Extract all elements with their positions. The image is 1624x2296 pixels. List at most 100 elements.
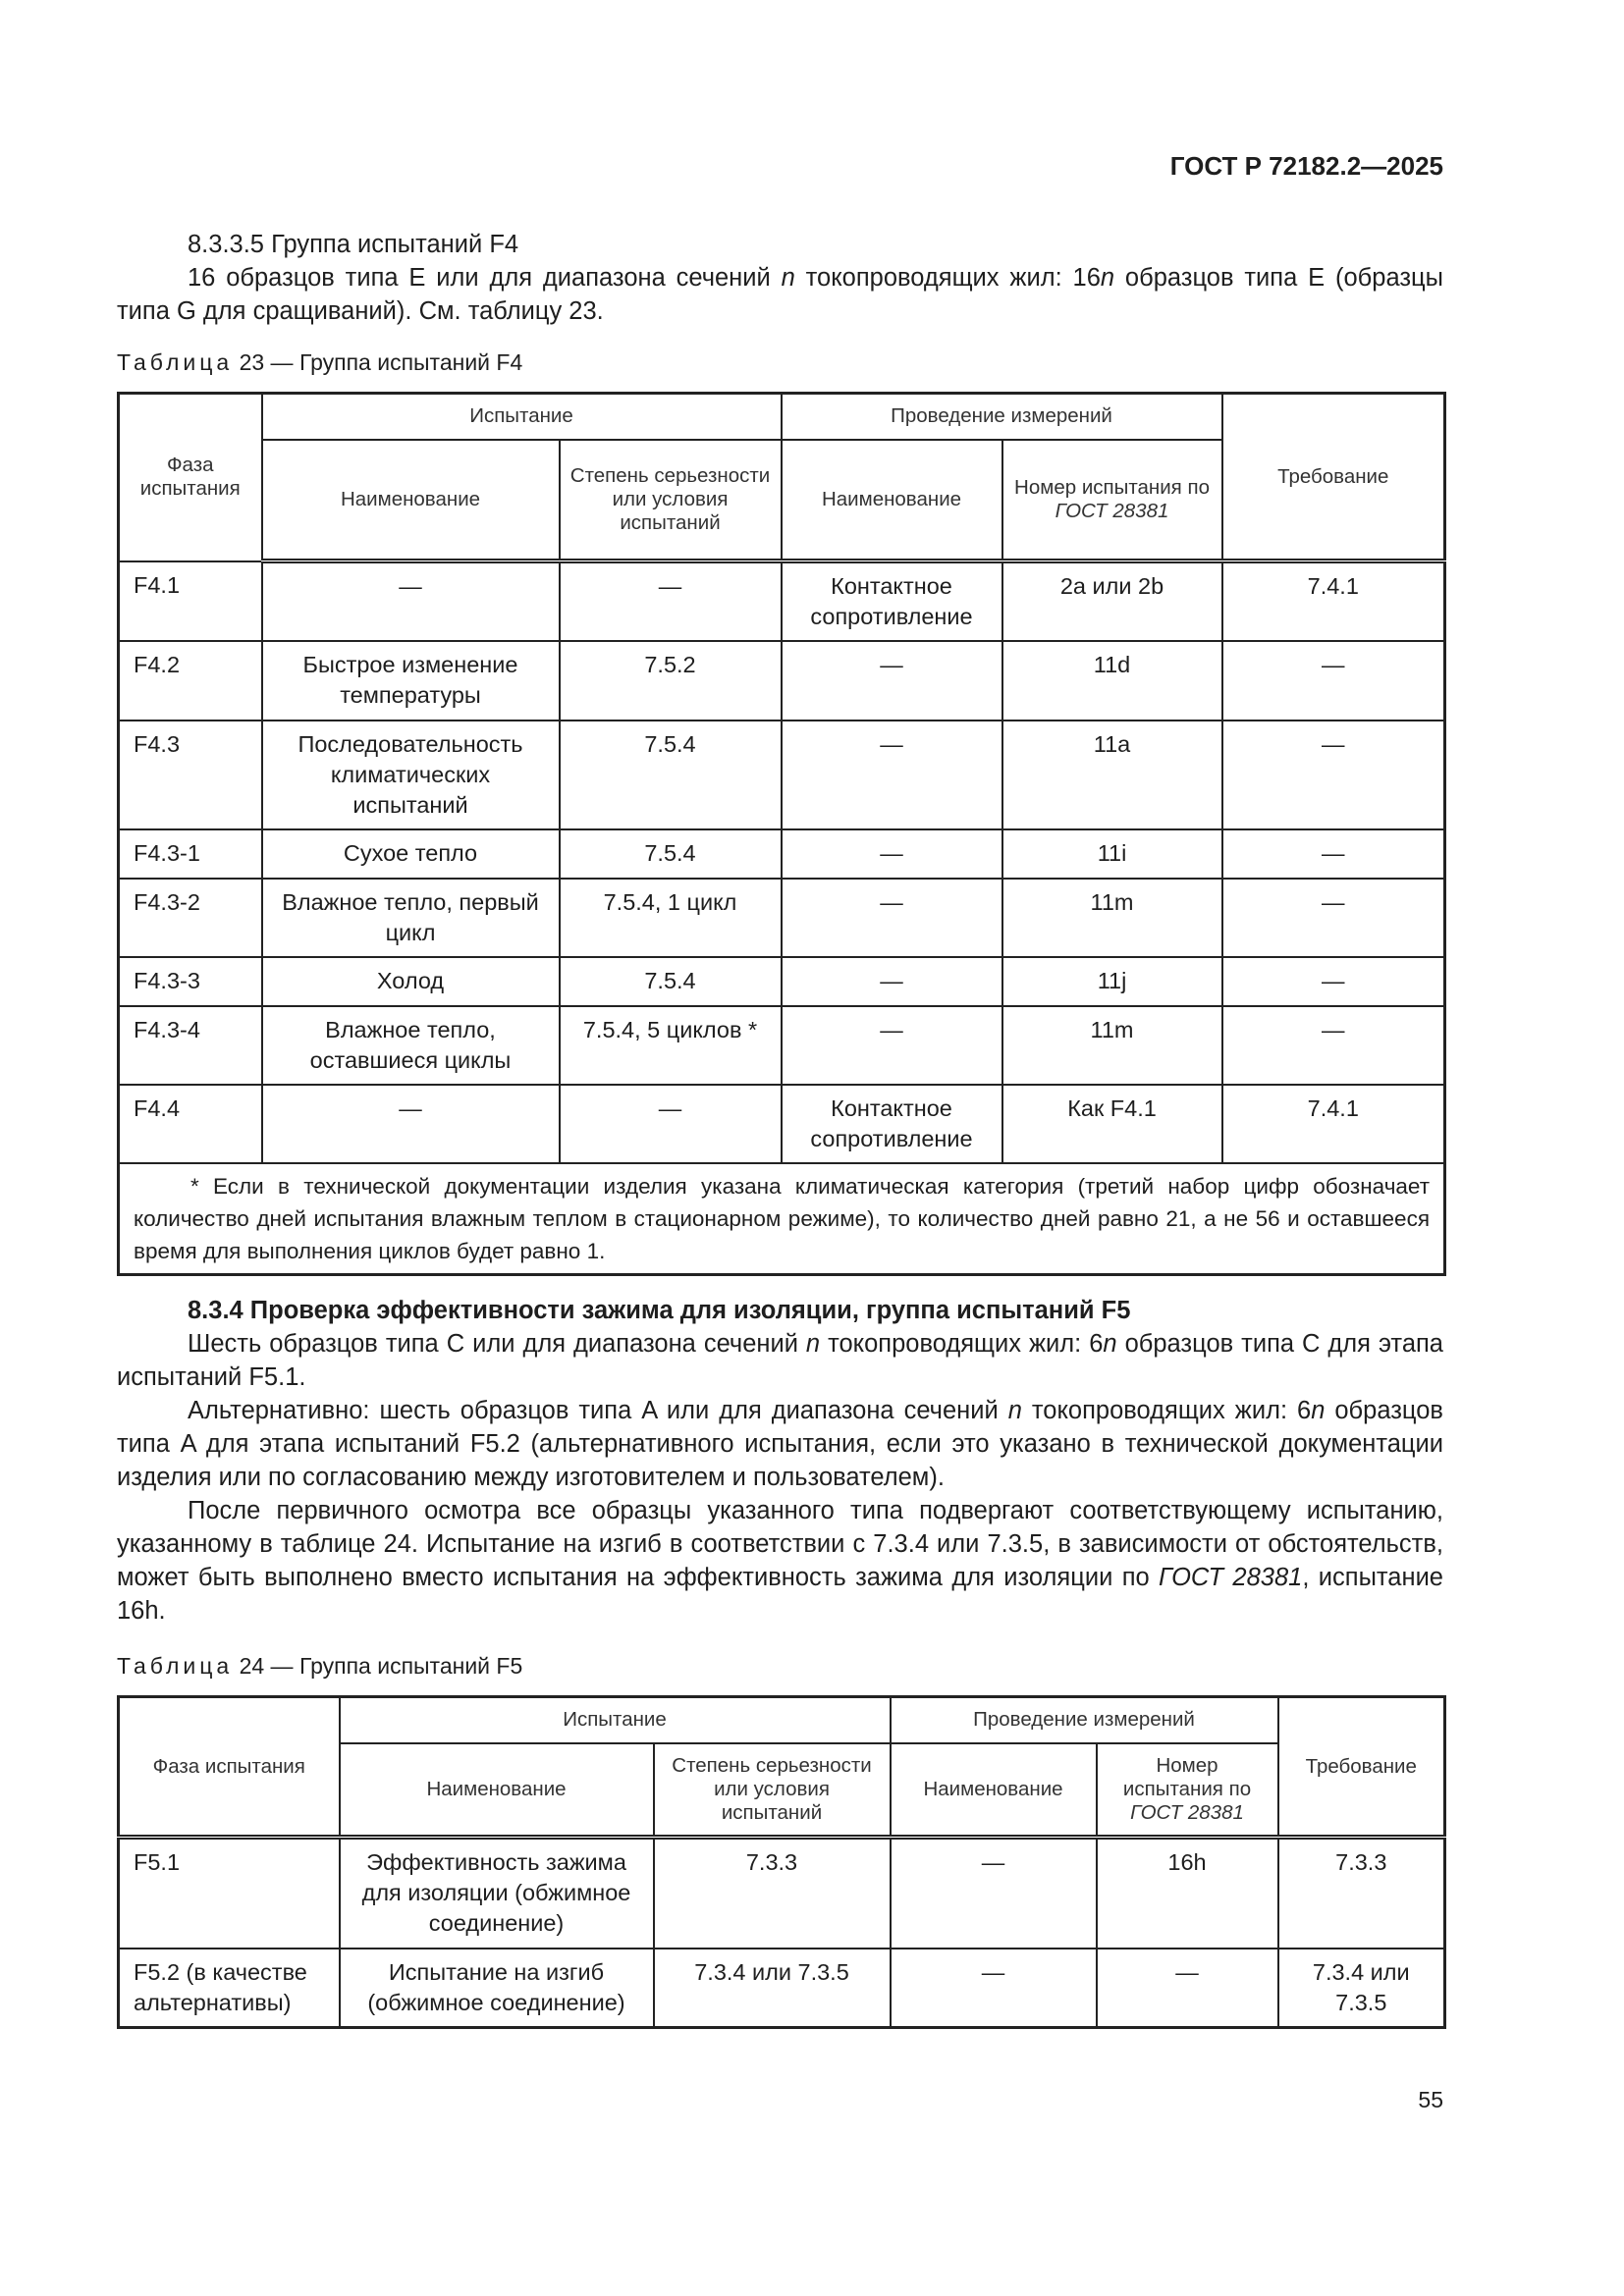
header-mname: Наименование <box>889 1741 1098 1840</box>
header-severity: Степень серьезности или условия испытани… <box>652 1741 892 1840</box>
table-cell: Холод <box>260 956 561 1007</box>
section-8-3-4: 8.3.4 Проверка эффективности зажима для … <box>117 1294 1443 1628</box>
table-cell: 11j <box>1001 956 1223 1007</box>
table-cell: 7.5.2 <box>558 640 783 721</box>
table-cell: 11m <box>1001 1005 1223 1086</box>
header-measure: Проведение измерений <box>780 392 1223 441</box>
table-cell: Влажное тепло, первый цикл <box>260 878 561 958</box>
table-cell: 7.3.4 или 7.3.5 <box>1276 1947 1446 2029</box>
table-cell: — <box>889 1836 1098 1949</box>
table-cell: — <box>889 1947 1098 2029</box>
table-row: F4.3 Последовательность климатических исп… <box>117 720 1446 830</box>
document-code: ГОСТ Р 72182.2—2025 <box>1169 151 1443 181</box>
header-number: Номер испытания по ГОСТ 28381 <box>1095 1741 1279 1840</box>
table-24-caption: Таблица 24 — Группа испытаний F5 <box>117 1653 523 1679</box>
header-severity: Степень серьезности или условия испытани… <box>558 438 783 563</box>
header-measure: Проведение измерений <box>889 1695 1279 1744</box>
table-cell: — <box>1220 828 1446 880</box>
table-cell: — <box>780 720 1003 830</box>
table-cell: — <box>780 956 1003 1007</box>
table-cell: — <box>558 1084 783 1164</box>
table-cell: — <box>1220 1005 1446 1086</box>
table-row: F4.3-2 Влажное тепло, первый цикл 7.5.4, 1… <box>117 878 1446 958</box>
table-cell: F4.3-3 <box>117 956 263 1007</box>
table-cell: 11d <box>1001 640 1223 721</box>
paragraph: 16 образцов типа E или для диапазона сеч… <box>117 264 1443 325</box>
table-cell: F4.3-1 <box>117 828 263 880</box>
table-cell: Последовательность климатических испытан… <box>260 720 561 830</box>
section-title: 8.3.4 Проверка эффективности зажима для … <box>188 1297 1131 1324</box>
table-cell: 7.3.3 <box>1276 1836 1446 1949</box>
header-phase: Фаза испытания <box>117 392 263 562</box>
table-cell: — <box>780 640 1003 721</box>
header-name: Наименование <box>338 1741 655 1840</box>
table-cell: 11m <box>1001 878 1223 958</box>
table-cell: — <box>1220 640 1446 721</box>
table-cell: Контактное сопротивление <box>780 1084 1003 1164</box>
table-cell: 11a <box>1001 720 1223 830</box>
table-23: Фаза испытания Испытание Проведение изме… <box>117 392 1447 1276</box>
table-cell: Контактное сопротивление <box>780 560 1003 642</box>
section-8-3-3-5: 8.3.3.5 Группа испытаний F4 16 образцов … <box>117 228 1443 328</box>
header-number: Номер испытания по ГОСТ 28381 <box>1001 438 1223 563</box>
table-cell: 7.4.1 <box>1220 1084 1446 1164</box>
table-row: F4.3-1 Сухое тепло 7.5.4—11i — <box>117 828 1446 880</box>
table-row: F5.2 (в качестве альтернативы) Испытание … <box>117 1947 1446 2029</box>
table-cell: — <box>260 560 561 642</box>
table-cell: Быстрое изменение температуры <box>260 640 561 721</box>
table-cell: 16h <box>1095 1836 1279 1949</box>
header-requirement: Требование <box>1220 392 1446 563</box>
paragraph: Альтернативно: шесть образцов типа A или… <box>117 1397 1443 1491</box>
table-cell: — <box>1220 720 1446 830</box>
table-row: F4.3-4 Влажное тепло, оставшиеся циклы 7.5… <box>117 1005 1446 1086</box>
table-cell: 7.5.4, 5 циклов * <box>558 1005 783 1086</box>
table-cell: F4.1 <box>117 560 263 642</box>
header-requirement: Требование <box>1276 1695 1446 1840</box>
table-cell: 7.5.4 <box>558 720 783 830</box>
page-number: 55 <box>1418 2087 1443 2112</box>
table-cell: 7.3.3 <box>652 1836 892 1949</box>
table-row: F4.2 Быстрое изменение температуры 7.5.2—1… <box>117 640 1446 721</box>
table-24: Фаза испытания Испытание Проведение изме… <box>117 1695 1447 2029</box>
table-row: F4.3-3 Холод 7.5.4—11j — <box>117 956 1446 1007</box>
table-cell: 7.3.4 или 7.3.5 <box>652 1947 892 2029</box>
table-cell: — <box>1220 878 1446 958</box>
table-cell: 2a или 2b <box>1001 560 1223 642</box>
table-cell: F4.3-2 <box>117 878 263 958</box>
header-name: Наименование <box>260 438 561 563</box>
paragraph: Шесть образцов типа C или для диапазона … <box>117 1330 1443 1391</box>
table-23-footnote: * Если в технической документации издели… <box>117 1162 1446 1276</box>
table-cell: 7.5.4 <box>558 956 783 1007</box>
table-cell: F4.2 <box>117 640 263 721</box>
section-title: 8.3.3.5 Группа испытаний F4 <box>188 231 519 258</box>
paragraph: После первичного осмотра все образцы ука… <box>117 1497 1443 1625</box>
header-mname: Наименование <box>780 438 1003 563</box>
table-cell: F4.3 <box>117 720 263 830</box>
table-23-caption: Таблица 23 — Группа испытаний F4 <box>117 349 523 375</box>
table-cell: Сухое тепло <box>260 828 561 880</box>
table-cell: 11i <box>1001 828 1223 880</box>
table-cell: Эффективность зажима для изоляции (обжим… <box>338 1836 655 1949</box>
table-cell: — <box>260 1084 561 1164</box>
table-cell: Влажное тепло, оставшиеся циклы <box>260 1005 561 1086</box>
table-cell: — <box>558 560 783 642</box>
table-cell: 7.5.4, 1 цикл <box>558 878 783 958</box>
table-cell: — <box>780 1005 1003 1086</box>
header-test: Испытание <box>260 392 783 441</box>
table-cell: 7.4.1 <box>1220 560 1446 642</box>
table-cell: — <box>780 828 1003 880</box>
table-row: F4.4— — Контактное сопротивление Как F4.1 7.… <box>117 1084 1446 1164</box>
table-cell: Испытание на изгиб (обжимное соединение) <box>338 1947 655 2029</box>
table-row: F4.1— — Контактное сопротивление 2a или 2b 7… <box>117 560 1446 642</box>
table-cell: 7.5.4 <box>558 828 783 880</box>
table-cell: Как F4.1 <box>1001 1084 1223 1164</box>
table-cell: — <box>780 878 1003 958</box>
header-phase: Фаза испытания <box>117 1695 341 1840</box>
table-row: F5.1 Эффективность зажима для изоляции (о… <box>117 1836 1446 1949</box>
table-cell: — <box>1220 956 1446 1007</box>
table-cell: F4.4 <box>117 1084 263 1164</box>
table-cell: F5.2 (в качестве альтернативы) <box>117 1947 341 2029</box>
table-cell: F4.3-4 <box>117 1005 263 1086</box>
table-cell: — <box>1095 1947 1279 2029</box>
header-test: Испытание <box>338 1695 892 1744</box>
